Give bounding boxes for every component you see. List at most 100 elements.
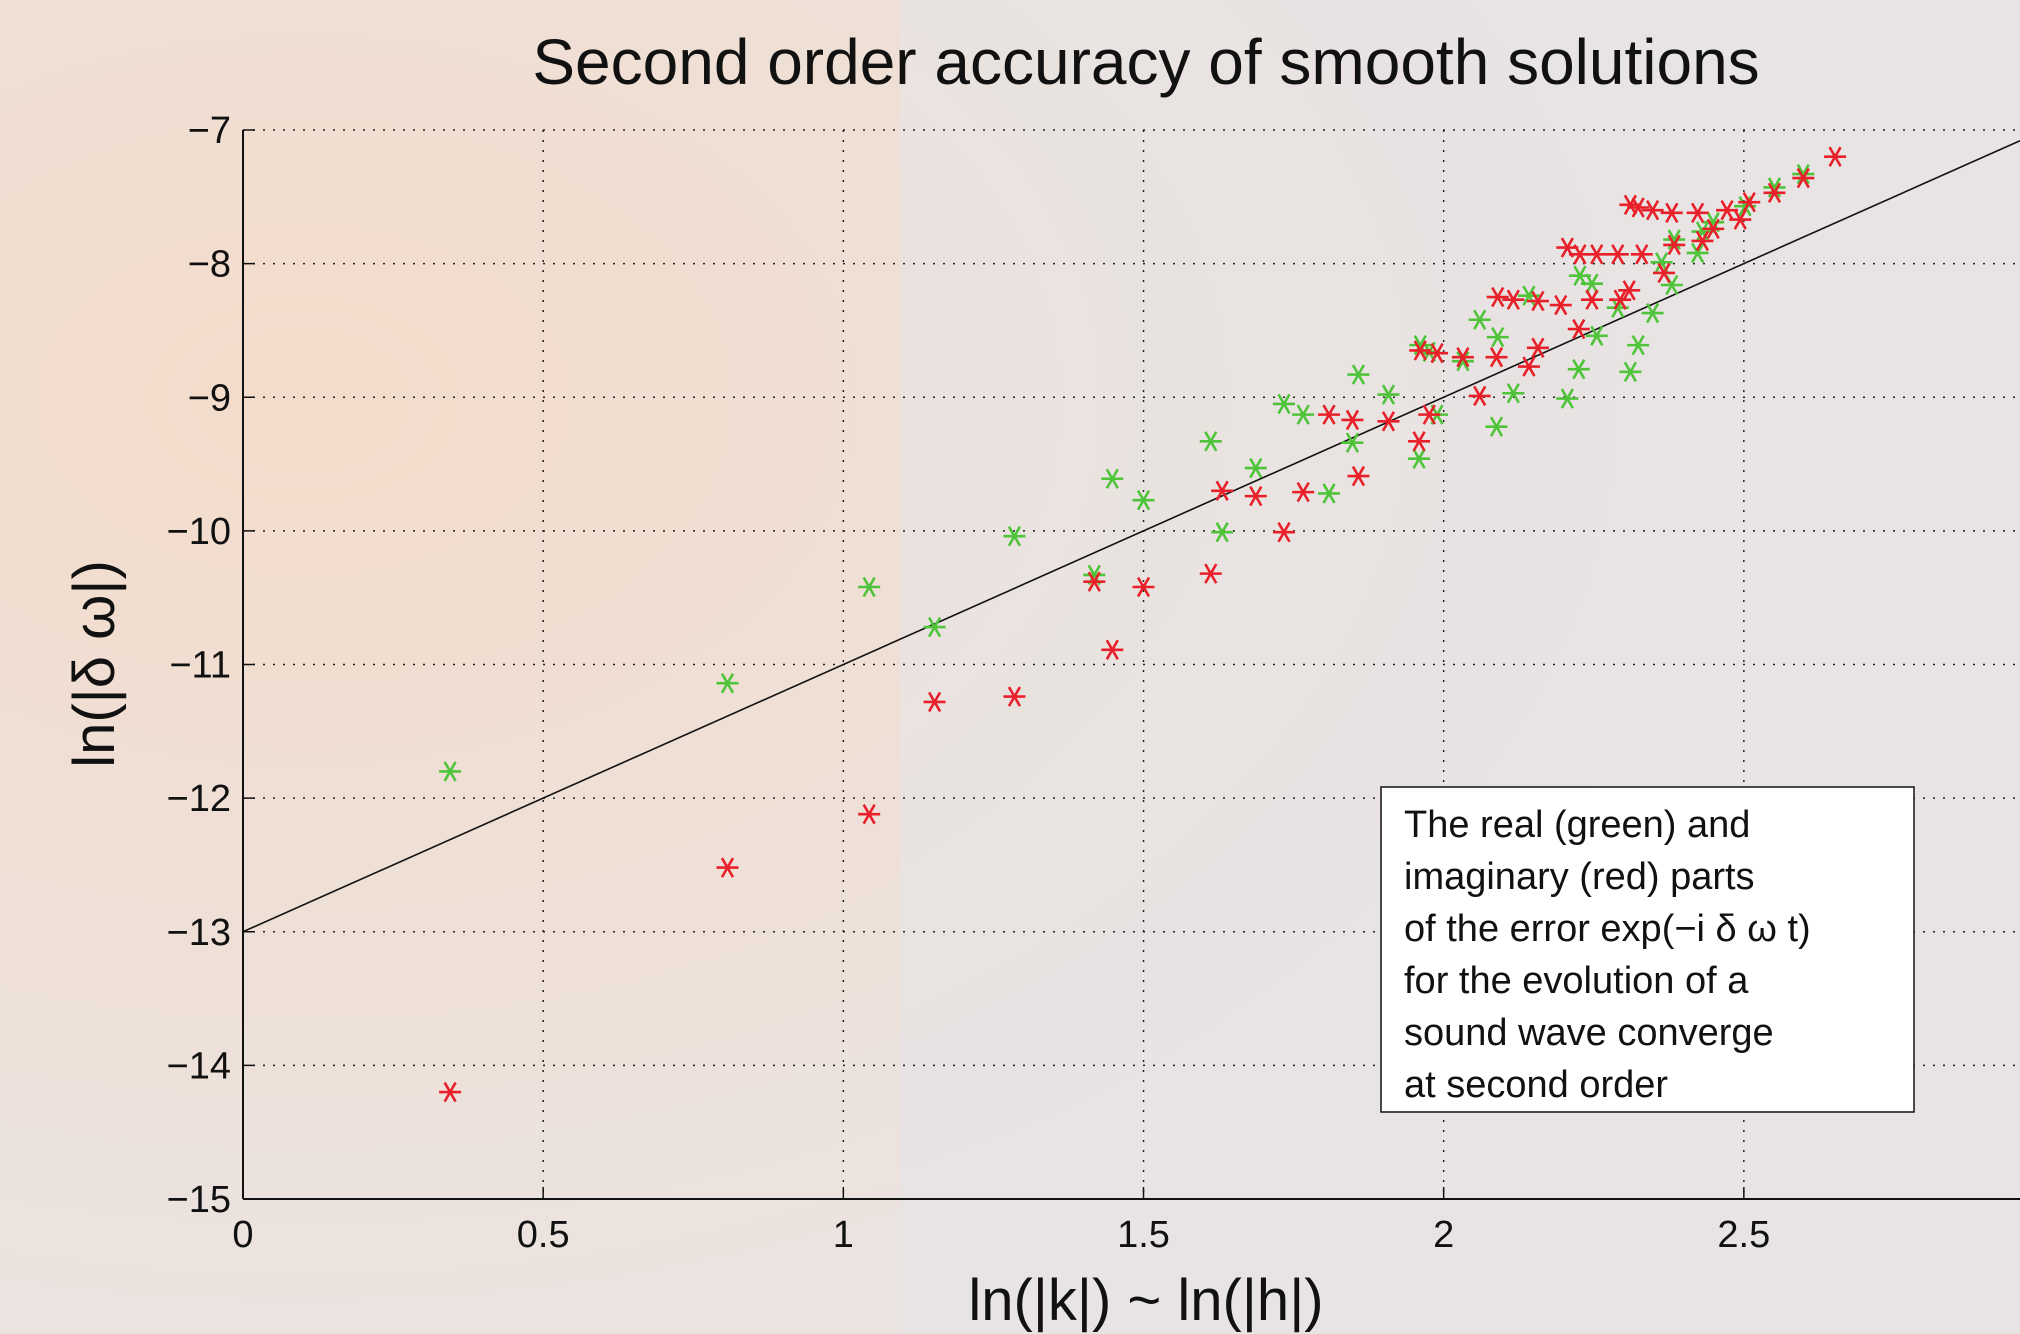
- x-tick-label: 1.5: [1117, 1214, 1170, 1256]
- marker-stroke: [1573, 265, 1587, 286]
- scatter-point: [1716, 199, 1739, 221]
- marker-stroke: [1622, 280, 1636, 301]
- x-tick-label: 1: [833, 1214, 854, 1256]
- scatter-point: [1211, 480, 1234, 501]
- y-tick-label: −10: [167, 511, 231, 553]
- marker-stroke: [1296, 481, 1310, 503]
- annotation-line: sound wave converge: [1404, 1012, 1774, 1054]
- marker-stroke: [1522, 285, 1536, 306]
- annotation: The real (green) and imaginary (red) part…: [1380, 786, 1915, 1113]
- marker-stroke: [1413, 340, 1427, 361]
- marker-stroke: [1351, 465, 1366, 487]
- marker-stroke: [1456, 346, 1470, 368]
- marker-stroke: [1506, 383, 1520, 404]
- scatter-point: [1418, 404, 1441, 425]
- x-tick-label: 2.5: [1717, 1214, 1770, 1256]
- scatter-point: [1409, 340, 1432, 361]
- scatter-point: [923, 616, 946, 638]
- scatter-point: [1485, 346, 1508, 368]
- scatter-point: [1660, 202, 1683, 224]
- reference-line: [242, 139, 2020, 933]
- x-tick-label: 0: [232, 1214, 253, 1256]
- marker-stroke: [1560, 237, 1574, 258]
- scatter-point: [1763, 182, 1786, 203]
- annotation-line: of the error exp(−i δ ω t): [1404, 908, 1811, 950]
- scatter-point: [1408, 448, 1431, 469]
- marker-stroke: [1381, 384, 1396, 405]
- x-tick-label: 0.5: [517, 1214, 570, 1256]
- scatter-point: [1567, 318, 1590, 340]
- scatter-point: [1502, 289, 1525, 310]
- annotation-line: The real (green) and: [1404, 804, 1750, 846]
- scatter-point: [1609, 289, 1632, 310]
- marker-stroke: [1136, 489, 1151, 511]
- marker-stroke: [1645, 302, 1660, 324]
- scatter-point: [1580, 289, 1603, 310]
- scatter-point: [1292, 404, 1315, 425]
- marker-stroke: [1635, 244, 1649, 265]
- marker-stroke: [1623, 361, 1638, 383]
- marker-stroke: [1296, 404, 1310, 425]
- marker-stroke: [1572, 318, 1586, 340]
- annotation-line: imaginary (red) parts: [1404, 856, 1755, 898]
- y-tick-label: −7: [188, 110, 231, 152]
- scatter-point: [1377, 411, 1400, 432]
- scatter-point: [1292, 481, 1315, 503]
- marker-stroke: [927, 616, 942, 638]
- scatter-point: [1824, 146, 1847, 167]
- marker-stroke: [1522, 356, 1536, 377]
- marker-stroke: [1491, 286, 1505, 308]
- marker-stroke: [1560, 388, 1574, 409]
- marker-stroke: [1573, 244, 1587, 265]
- scatter-point: [716, 857, 739, 878]
- scatter-point: [1686, 202, 1709, 224]
- y-tick-label: −12: [167, 778, 231, 820]
- marker-stroke: [1742, 191, 1756, 213]
- marker-stroke: [862, 576, 876, 598]
- marker-stroke: [1590, 244, 1604, 265]
- scatter-point: [1426, 342, 1449, 364]
- marker-stroke: [1345, 409, 1360, 431]
- scatter-point: [439, 1081, 462, 1103]
- scatter-point: [1485, 416, 1508, 437]
- scatter-point: [1585, 325, 1608, 346]
- scatter-point: [1686, 242, 1709, 264]
- scatter-point: [1341, 409, 1364, 431]
- marker-stroke: [1631, 197, 1645, 218]
- scatter-point: [1003, 526, 1026, 547]
- scatter-point: [1641, 302, 1664, 324]
- y-tick-label: −15: [167, 1179, 231, 1221]
- marker-stroke: [1215, 480, 1229, 501]
- marker-stroke: [1695, 230, 1710, 252]
- marker-stroke: [1613, 289, 1627, 310]
- marker-stroke: [1657, 262, 1671, 284]
- y-tick-label: −11: [169, 645, 231, 687]
- x-axis-label: ln(|k|) ~ ln(|h|): [968, 1268, 1323, 1333]
- scatter-point: [1486, 286, 1509, 308]
- marker-stroke: [1585, 273, 1599, 294]
- annotation-line: at second order: [1404, 1064, 1668, 1106]
- marker-stroke: [1554, 294, 1568, 316]
- scatter-point: [1003, 686, 1026, 707]
- scatter-point: [858, 576, 881, 598]
- scatter-point: [1618, 280, 1641, 301]
- marker-stroke: [1322, 483, 1336, 504]
- scatter-point: [1556, 388, 1579, 409]
- marker-stroke: [1590, 325, 1604, 346]
- plot-area: −15 −14 −13 −12 −11 −10 −9 −8 −7 0 0.5 1 1.5 2 2.5: [167, 110, 2020, 1256]
- marker-stroke: [1473, 309, 1487, 330]
- scatter-point: [1272, 393, 1295, 415]
- marker-stroke: [1412, 431, 1426, 452]
- annotation-box: [1380, 786, 1915, 1113]
- y-tick-label: −13: [167, 912, 231, 954]
- marker-stroke: [720, 673, 735, 694]
- scatter-point: [1619, 361, 1642, 383]
- scatter-point: [1549, 294, 1572, 316]
- scatter-point: [1738, 191, 1761, 213]
- scatter-point: [1567, 359, 1590, 380]
- marker-stroke: [1665, 202, 1679, 224]
- scatter-point: [1272, 522, 1295, 543]
- marker-stroke: [1473, 385, 1487, 407]
- scatter-point: [1702, 218, 1725, 240]
- marker-stroke: [1767, 182, 1782, 203]
